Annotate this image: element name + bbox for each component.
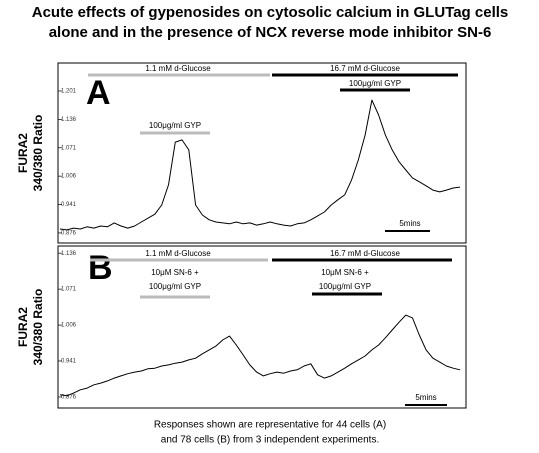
panel-frame <box>57 62 467 244</box>
y-tick-label: 0.941 <box>61 359 77 365</box>
y-tick-label: 1.071 <box>61 145 77 151</box>
y-tick-label: 0.941 <box>61 202 77 208</box>
scale-label: 5mins <box>399 219 420 228</box>
trace <box>59 99 461 231</box>
annotation: 100μg/ml GYP <box>319 282 371 291</box>
panel-letter: B <box>88 249 113 287</box>
scale-label: 5mins <box>415 393 436 402</box>
annotation: 1.1 mM d-Glucose <box>145 64 211 73</box>
panel-letter: A <box>86 74 111 112</box>
annotation: 10μM SN-6 + <box>321 268 369 277</box>
annotation: 16.7 mM d-Glucose <box>330 64 400 73</box>
y-tick-label: 0.876 <box>61 231 77 237</box>
y-tick-label: 1.006 <box>61 174 77 180</box>
y-tick-label: 1.201 <box>61 89 77 95</box>
y-axis-label: 340/380 Ratio <box>31 115 45 192</box>
y-tick-label: 0.876 <box>61 395 77 401</box>
title-line: alone and in the presence of NCX reverse… <box>49 24 492 41</box>
annotation: 100μg/ml GYP <box>149 121 201 130</box>
title-line: Acute effects of gypenosides on cytosoli… <box>32 4 509 21</box>
y-axis-label: FURA2 <box>16 133 30 173</box>
caption-line: and 78 cells (B) from 3 independent expe… <box>161 435 379 446</box>
y-tick-label: 1.006 <box>61 323 77 329</box>
y-axis-label: FURA2 <box>16 307 30 347</box>
annotation: 16.7 mM d-Glucose <box>330 249 400 258</box>
y-tick-label: 1.071 <box>61 287 77 293</box>
trace <box>59 314 461 397</box>
annotation: 10μM SN-6 + <box>151 268 199 277</box>
y-tick-label: 1.136 <box>61 117 77 123</box>
annotation: 1.1 mM d-Glucose <box>145 249 211 258</box>
y-tick-label: 1.136 <box>61 251 77 257</box>
annotation: 100μg/ml GYP <box>149 282 201 291</box>
panel-frame <box>57 245 467 409</box>
y-axis-label: 340/380 Ratio <box>31 289 45 366</box>
annotation: 100μg/ml GYP <box>349 79 401 88</box>
caption-line: Responses shown are representative for 4… <box>154 420 386 431</box>
